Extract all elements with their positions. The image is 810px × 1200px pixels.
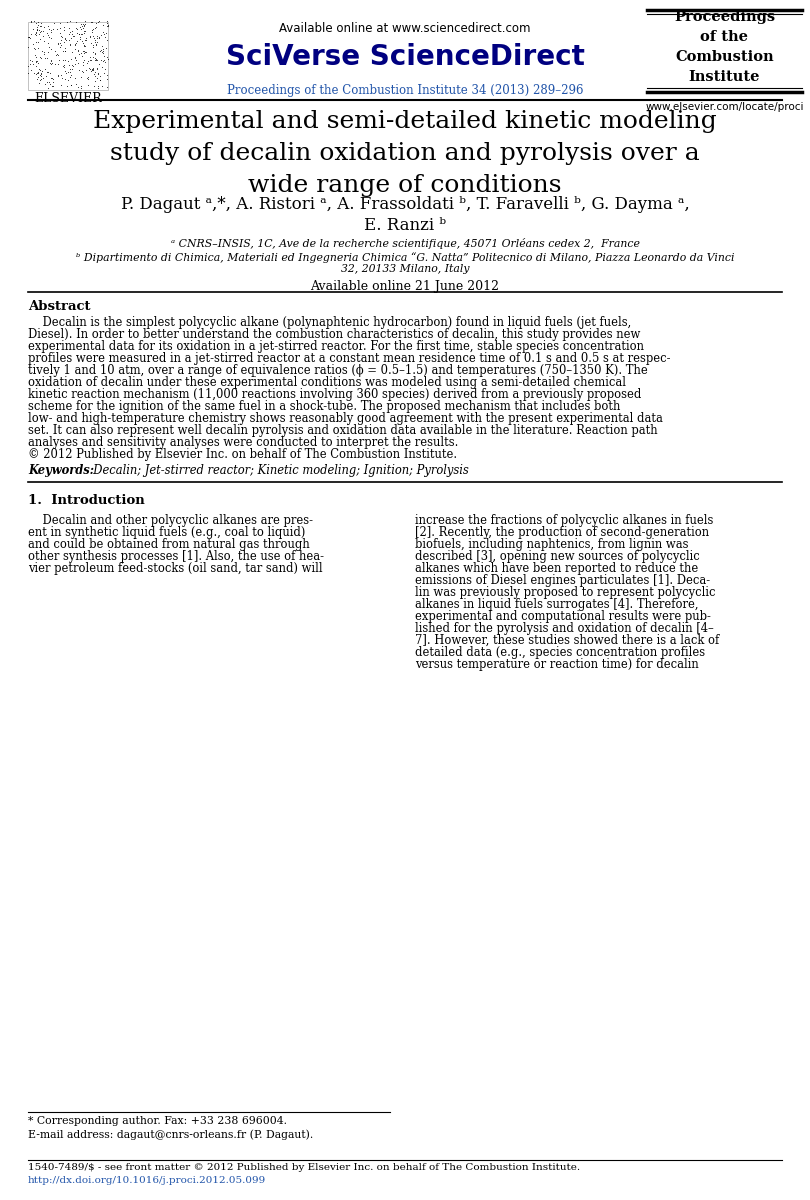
Text: ent in synthetic liquid fuels (e.g., coal to liquid): ent in synthetic liquid fuels (e.g., coa… xyxy=(28,526,305,539)
Text: Decalin; Jet-stirred reactor; Kinetic modeling; Ignition; Pyrolysis: Decalin; Jet-stirred reactor; Kinetic mo… xyxy=(86,464,469,476)
Text: SciVerse ScienceDirect: SciVerse ScienceDirect xyxy=(225,43,585,71)
Text: oxidation of decalin under these experimental conditions was modeled using a sem: oxidation of decalin under these experim… xyxy=(28,376,626,389)
Text: experimental and computational results were pub-: experimental and computational results w… xyxy=(415,610,711,623)
Text: tively 1 and 10 atm, over a range of equivalence ratios (ϕ = 0.5–1.5) and temper: tively 1 and 10 atm, over a range of equ… xyxy=(28,364,648,377)
Text: Available online 21 June 2012: Available online 21 June 2012 xyxy=(310,280,500,293)
Text: and could be obtained from natural gas through: and could be obtained from natural gas t… xyxy=(28,538,309,551)
Text: E-mail address: dagaut@cnrs-orleans.fr (P. Dagaut).: E-mail address: dagaut@cnrs-orleans.fr (… xyxy=(28,1129,313,1140)
Text: alkanes in liquid fuels surrogates [4]. Therefore,: alkanes in liquid fuels surrogates [4]. … xyxy=(415,598,698,611)
Text: described [3], opening new sources of polycyclic: described [3], opening new sources of po… xyxy=(415,550,700,563)
Text: lished for the pyrolysis and oxidation of decalin [4–: lished for the pyrolysis and oxidation o… xyxy=(415,622,714,635)
Text: experimental data for its oxidation in a jet-stirred reactor. For the first time: experimental data for its oxidation in a… xyxy=(28,340,644,353)
Text: biofuels, including naphtenics, from lignin was: biofuels, including naphtenics, from lig… xyxy=(415,538,688,551)
Text: versus temperature or reaction time) for decalin: versus temperature or reaction time) for… xyxy=(415,658,699,671)
Text: www.elsevier.com/locate/proci: www.elsevier.com/locate/proci xyxy=(646,102,804,112)
Text: analyses and sensitivity analyses were conducted to interpret the results.: analyses and sensitivity analyses were c… xyxy=(28,436,458,449)
Text: Diesel). In order to better understand the combustion characteristics of decalin: Diesel). In order to better understand t… xyxy=(28,328,641,341)
Text: detailed data (e.g., species concentration profiles: detailed data (e.g., species concentrati… xyxy=(415,646,706,659)
Text: other synthesis processes [1]. Also, the use of hea-: other synthesis processes [1]. Also, the… xyxy=(28,550,324,563)
Text: Decalin and other polycyclic alkanes are pres-: Decalin and other polycyclic alkanes are… xyxy=(28,514,313,527)
Text: ᵃ CNRS–INSIS, 1C, Ave de la recherche scientifique, 45071 Orléans cedex 2,  Fran: ᵃ CNRS–INSIS, 1C, Ave de la recherche sc… xyxy=(171,238,639,248)
Text: [2]. Recently, the production of second-generation: [2]. Recently, the production of second-… xyxy=(415,526,709,539)
Text: ᵇ Dipartimento di Chimica, Materiali ed Ingegneria Chimica “G. Natta” Politecnic: ᵇ Dipartimento di Chimica, Materiali ed … xyxy=(76,252,734,263)
Text: scheme for the ignition of the same fuel in a shock-tube. The proposed mechanism: scheme for the ignition of the same fuel… xyxy=(28,400,620,413)
Text: Proceedings of the Combustion Institute 34 (2013) 289–296: Proceedings of the Combustion Institute … xyxy=(227,84,583,97)
Text: 1540-7489/$ - see front matter © 2012 Published by Elsevier Inc. on behalf of Th: 1540-7489/$ - see front matter © 2012 Pu… xyxy=(28,1163,580,1172)
Text: Available online at www.sciencedirect.com: Available online at www.sciencedirect.co… xyxy=(279,22,531,35)
Text: P. Dagaut ᵃ,*, A. Ristori ᵃ, A. Frassoldati ᵇ, T. Faravelli ᵇ, G. Dayma ᵃ,: P. Dagaut ᵃ,*, A. Ristori ᵃ, A. Frassold… xyxy=(121,196,689,214)
Text: Experimental and semi-detailed kinetic modeling
study of decalin oxidation and p: Experimental and semi-detailed kinetic m… xyxy=(93,110,717,197)
Text: emissions of Diesel engines particulates [1]. Deca-: emissions of Diesel engines particulates… xyxy=(415,574,710,587)
Text: Keywords:: Keywords: xyxy=(28,464,94,476)
Text: profiles were measured in a jet-stirred reactor at a constant mean residence tim: profiles were measured in a jet-stirred … xyxy=(28,352,671,365)
Text: http://dx.doi.org/10.1016/j.proci.2012.05.099: http://dx.doi.org/10.1016/j.proci.2012.0… xyxy=(28,1176,266,1186)
Text: alkanes which have been reported to reduce the: alkanes which have been reported to redu… xyxy=(415,562,698,575)
Text: 7]. However, these studies showed there is a lack of: 7]. However, these studies showed there … xyxy=(415,634,719,647)
Text: © 2012 Published by Elsevier Inc. on behalf of The Combustion Institute.: © 2012 Published by Elsevier Inc. on beh… xyxy=(28,448,457,461)
Text: Proceedings
of the
Combustion
Institute: Proceedings of the Combustion Institute xyxy=(674,10,775,84)
Text: ELSEVIER: ELSEVIER xyxy=(34,92,102,104)
Text: increase the fractions of polycyclic alkanes in fuels: increase the fractions of polycyclic alk… xyxy=(415,514,714,527)
Text: kinetic reaction mechanism (11,000 reactions involving 360 species) derived from: kinetic reaction mechanism (11,000 react… xyxy=(28,388,642,401)
Text: * Corresponding author. Fax: +33 238 696004.: * Corresponding author. Fax: +33 238 696… xyxy=(28,1116,287,1126)
Text: lin was previously proposed to represent polycyclic: lin was previously proposed to represent… xyxy=(415,586,715,599)
Text: Abstract: Abstract xyxy=(28,300,91,313)
Text: set. It can also represent well decalin pyrolysis and oxidation data available i: set. It can also represent well decalin … xyxy=(28,424,658,437)
Text: vier petroleum feed-stocks (oil sand, tar sand) will: vier petroleum feed-stocks (oil sand, ta… xyxy=(28,562,322,575)
Text: low- and high-temperature chemistry shows reasonably good agreement with the pre: low- and high-temperature chemistry show… xyxy=(28,412,663,425)
Bar xyxy=(28,22,108,90)
Text: 1.  Introduction: 1. Introduction xyxy=(28,494,145,506)
Text: Decalin is the simplest polycyclic alkane (polynaphtenic hydrocarbon) found in l: Decalin is the simplest polycyclic alkan… xyxy=(28,316,631,329)
Text: 32, 20133 Milano, Italy: 32, 20133 Milano, Italy xyxy=(341,264,469,274)
Text: E. Ranzi ᵇ: E. Ranzi ᵇ xyxy=(364,217,446,234)
